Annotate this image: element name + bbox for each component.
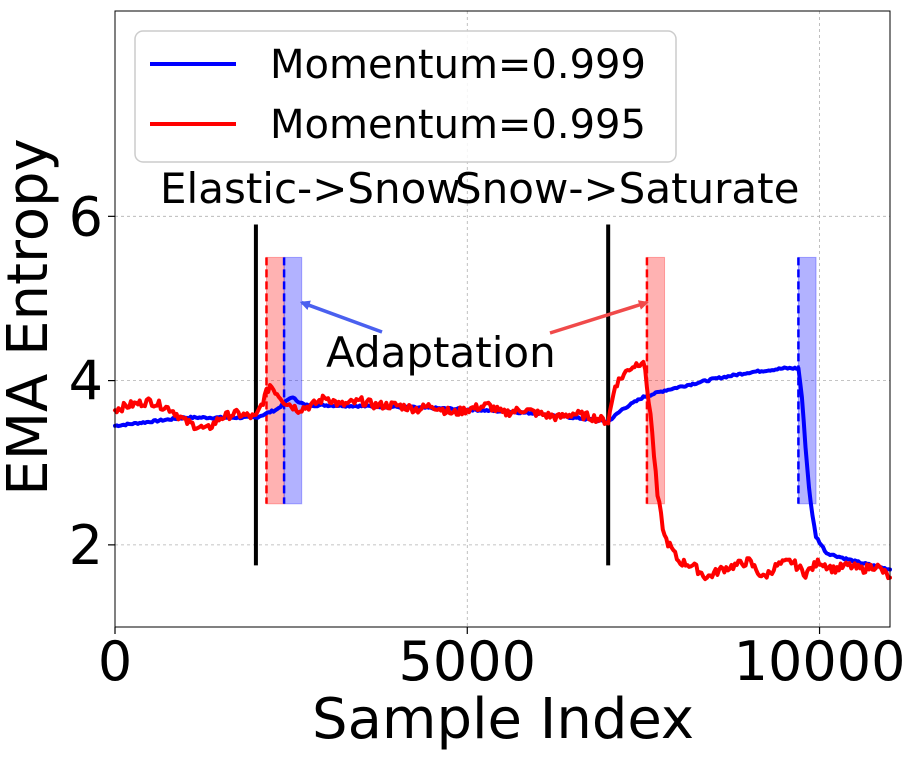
y-tick-label: 6	[69, 185, 103, 248]
series-line-1	[113, 359, 892, 582]
adaptation-arrow-red	[549, 300, 649, 335]
plot-frame	[114, 10, 891, 628]
y-axis-label: EMA Entropy	[0, 138, 61, 495]
legend-box	[134, 30, 677, 163]
y-tick-label: 2	[69, 514, 103, 577]
x-axis-label: Sample Index	[312, 687, 694, 752]
series-lines	[113, 359, 892, 582]
x-tick-label: 5000	[399, 630, 536, 693]
shift-label-elastic-snow: Elastic->Snow	[160, 164, 461, 213]
axis-ticks: 0 5000 10000 2 4 6	[69, 185, 906, 693]
legend: Momentum=0.999 Momentum=0.995	[134, 30, 677, 163]
adaptation-band-0	[265, 256, 285, 505]
shift-label-snow-saturate: Snow->Saturate	[455, 164, 799, 213]
x-tick-label: 0	[98, 630, 132, 693]
adaptation-band-1	[283, 256, 303, 505]
y-tick-label: 4	[69, 350, 103, 413]
legend-label-momentum-0999: Momentum=0.999	[270, 42, 646, 88]
series-line-0	[113, 365, 892, 572]
adaptation-annotation: Adaptation	[326, 328, 556, 377]
adaptation-arrow-blue	[299, 300, 383, 334]
shift-lines	[253, 224, 611, 566]
x-tick-label: 10000	[734, 630, 906, 693]
legend-label-momentum-0995: Momentum=0.995	[270, 102, 646, 148]
